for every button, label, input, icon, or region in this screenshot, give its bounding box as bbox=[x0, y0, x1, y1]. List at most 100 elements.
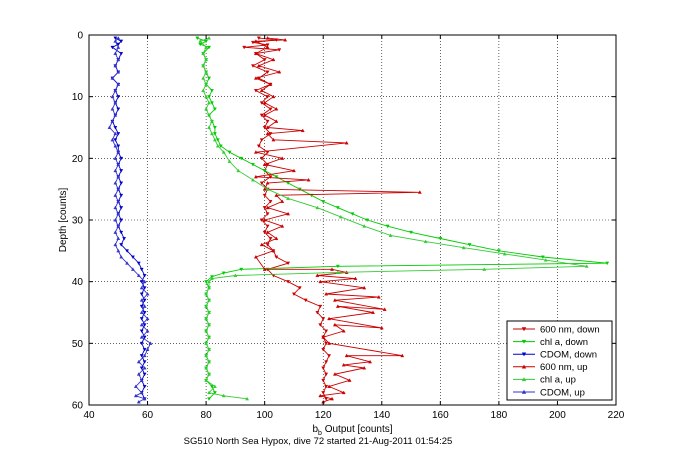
data-point bbox=[350, 212, 355, 216]
data-point bbox=[502, 251, 507, 256]
data-point bbox=[139, 304, 144, 309]
legend-marker bbox=[521, 377, 527, 382]
data-point bbox=[119, 181, 124, 186]
data-point bbox=[136, 359, 141, 364]
data-point bbox=[113, 143, 118, 148]
data-point bbox=[116, 132, 121, 136]
data-point bbox=[139, 329, 144, 334]
data-point bbox=[212, 107, 217, 112]
data-point bbox=[265, 119, 270, 124]
data-point bbox=[286, 196, 291, 200]
data-point bbox=[259, 156, 264, 161]
data-point bbox=[543, 258, 548, 262]
data-point bbox=[116, 144, 121, 149]
data-point bbox=[207, 45, 211, 50]
data-point bbox=[139, 280, 144, 284]
data-point bbox=[265, 230, 270, 234]
data-point bbox=[292, 292, 296, 297]
data-point bbox=[265, 125, 270, 129]
data-point bbox=[116, 211, 121, 216]
data-point bbox=[256, 144, 261, 149]
x-axis-label-main: b bbox=[312, 424, 318, 435]
data-point bbox=[142, 298, 147, 303]
data-point bbox=[119, 156, 124, 161]
data-point bbox=[133, 393, 138, 398]
data-point bbox=[271, 137, 276, 142]
data-point bbox=[324, 385, 329, 389]
data-point bbox=[236, 168, 241, 173]
data-point bbox=[218, 144, 223, 149]
data-point bbox=[207, 95, 211, 99]
data-point bbox=[139, 292, 144, 297]
data-point bbox=[221, 393, 226, 398]
data-point bbox=[207, 125, 211, 129]
data-point bbox=[268, 200, 273, 204]
data-point bbox=[332, 298, 337, 302]
data-point bbox=[201, 63, 206, 68]
data-point bbox=[113, 138, 118, 142]
data-point bbox=[239, 267, 244, 272]
series-5 bbox=[107, 36, 153, 404]
data-point bbox=[256, 36, 261, 41]
data-point bbox=[221, 271, 226, 276]
data-point bbox=[335, 264, 340, 269]
data-point bbox=[253, 76, 258, 80]
series-4 bbox=[198, 36, 589, 401]
data-point bbox=[274, 193, 279, 197]
data-point bbox=[253, 254, 258, 259]
data-point bbox=[268, 175, 273, 179]
data-point bbox=[207, 285, 211, 290]
data-point bbox=[584, 264, 589, 268]
data-point bbox=[215, 143, 220, 148]
data-point bbox=[145, 347, 150, 351]
figure-caption: SG510 North Sea Hypox, dive 72 started 2… bbox=[184, 436, 453, 447]
data-point bbox=[262, 162, 267, 166]
data-point bbox=[142, 274, 147, 278]
data-point bbox=[142, 365, 147, 370]
y-tick-label: 0 bbox=[77, 31, 83, 42]
x-tick-label: 100 bbox=[256, 410, 273, 421]
legend-label: 600 nm, up bbox=[540, 362, 588, 373]
data-point bbox=[265, 180, 270, 185]
data-point bbox=[268, 107, 273, 112]
data-point bbox=[122, 237, 127, 241]
data-point bbox=[130, 267, 135, 271]
data-point bbox=[327, 341, 332, 345]
y-tick-label: 30 bbox=[72, 216, 84, 227]
data-point bbox=[324, 291, 329, 296]
legend-entry: 600 nm, up bbox=[513, 362, 588, 373]
data-point bbox=[286, 280, 291, 284]
data-point bbox=[262, 58, 267, 62]
series-0 bbox=[242, 36, 332, 401]
data-point bbox=[262, 230, 267, 235]
data-point bbox=[145, 328, 150, 333]
data-point bbox=[142, 279, 147, 284]
data-point bbox=[253, 51, 258, 55]
data-point bbox=[306, 177, 311, 182]
data-point bbox=[142, 311, 147, 315]
y-tick-label: 20 bbox=[72, 154, 84, 165]
data-point bbox=[227, 150, 232, 155]
data-point bbox=[207, 113, 211, 117]
data-point bbox=[139, 298, 144, 302]
data-point bbox=[344, 140, 349, 145]
data-point bbox=[204, 291, 209, 296]
data-point bbox=[119, 243, 124, 247]
data-point bbox=[119, 230, 124, 235]
data-point bbox=[113, 230, 118, 234]
data-point bbox=[321, 391, 326, 395]
data-point bbox=[142, 360, 147, 364]
data-point bbox=[201, 76, 206, 80]
data-point bbox=[251, 64, 255, 68]
data-point bbox=[204, 378, 209, 382]
data-point bbox=[125, 261, 130, 265]
y-axis-label: Depth [counts] bbox=[58, 188, 69, 253]
data-point bbox=[262, 169, 267, 173]
data-point bbox=[139, 366, 144, 371]
data-point bbox=[113, 131, 118, 136]
data-point bbox=[274, 106, 279, 111]
data-point bbox=[292, 168, 296, 173]
data-point bbox=[265, 70, 270, 75]
data-point bbox=[116, 95, 121, 99]
data-point bbox=[139, 322, 144, 327]
